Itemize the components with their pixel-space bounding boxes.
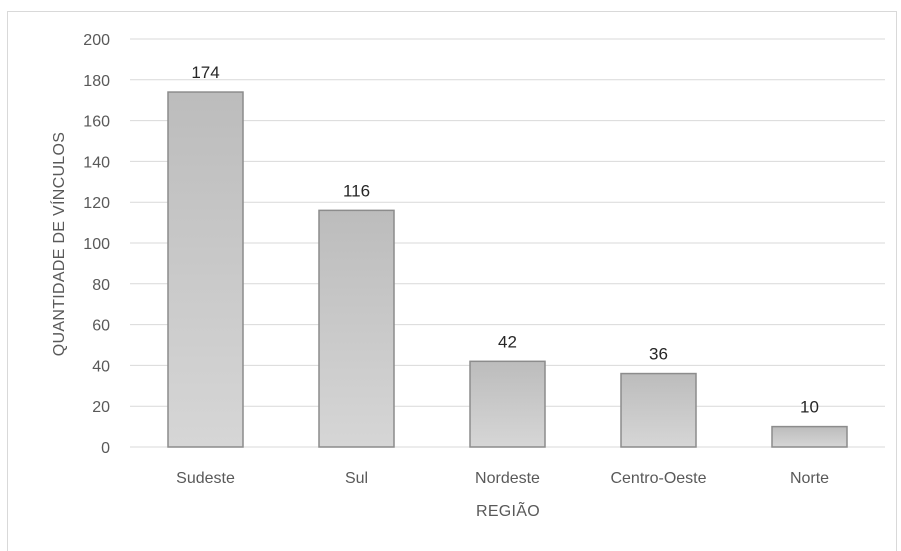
- bars: [167, 91, 848, 448]
- x-category-label: Sudeste: [176, 470, 235, 487]
- y-tick-label: 20: [92, 399, 110, 416]
- y-axis-ticks: 0 20 40 60 80 100 120 140 160 180 200: [83, 32, 110, 457]
- data-label: 42: [498, 332, 517, 351]
- y-tick-label: 160: [83, 114, 110, 131]
- x-axis-title: REGIÃO: [476, 500, 540, 520]
- bar-sudeste: [167, 91, 244, 448]
- y-tick-label: 100: [83, 236, 110, 253]
- x-category-label: Norte: [790, 470, 829, 487]
- y-tick-label: 80: [92, 277, 110, 294]
- gridlines: [130, 38, 885, 448]
- y-tick-label: 120: [83, 195, 110, 212]
- bar-sul: [318, 209, 395, 448]
- y-tick-label: 140: [83, 154, 110, 171]
- chart-area: [7, 11, 897, 551]
- y-tick-label: 180: [83, 73, 110, 90]
- y-axis-title: QUANTIDADE DE VÍNCULOS: [49, 132, 68, 356]
- data-label: 10: [800, 398, 819, 417]
- data-label: 116: [343, 181, 370, 200]
- data-labels: 174 116 42 36 10: [191, 63, 819, 417]
- data-label: 174: [191, 63, 219, 82]
- bar-norte: [771, 425, 848, 448]
- y-tick-label: 40: [92, 358, 110, 375]
- x-category-label: Sul: [345, 470, 368, 487]
- x-category-label: Nordeste: [475, 470, 540, 487]
- x-category-label: Centro-Oeste: [610, 470, 706, 487]
- y-tick-label: 60: [92, 318, 110, 335]
- y-tick-label: 0: [101, 440, 110, 457]
- x-axis-categories: Sudeste Sul Nordeste Centro-Oeste Norte: [176, 470, 829, 487]
- bar-nordeste: [469, 360, 546, 448]
- data-label: 36: [649, 345, 668, 364]
- bar-centro-oeste: [620, 372, 697, 448]
- y-tick-label: 200: [83, 32, 110, 49]
